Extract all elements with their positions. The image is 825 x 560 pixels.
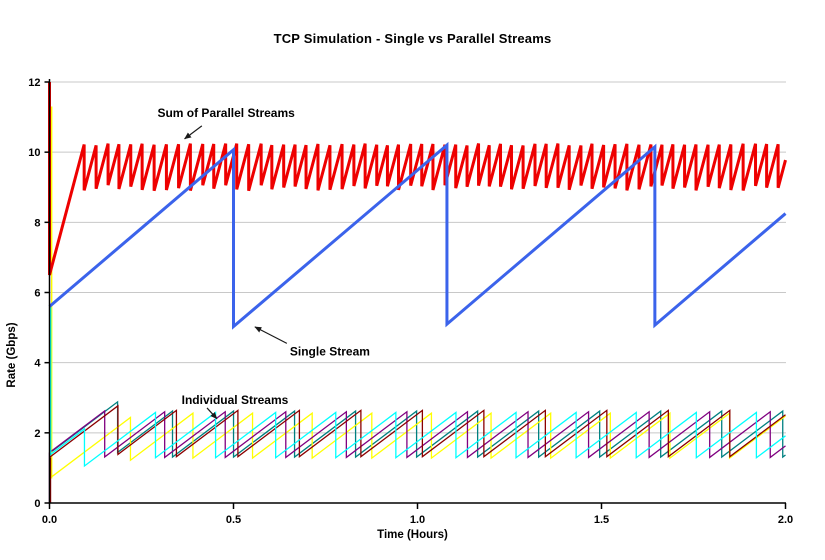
chart-title: TCP Simulation - Single vs Parallel Stre…	[273, 31, 552, 46]
series-individual-stream-4	[49, 404, 786, 458]
series-individual-stream-1	[49, 400, 786, 459]
series-individual-stream-3	[49, 409, 786, 459]
x-tick-label-0.5: 0.5	[226, 514, 241, 526]
y-tick-label-0: 0	[34, 498, 40, 510]
annotation-arrow-sum-of-parallel-streams	[184, 125, 203, 140]
y-tick-label-10: 10	[28, 147, 40, 159]
annotation-label-individual-streams: Individual Streams	[182, 393, 289, 407]
y-tick-label-2: 2	[34, 428, 40, 440]
y-tick-label-4: 4	[34, 358, 41, 370]
series-sum-of-parallel-streams	[48, 82, 787, 276]
annotation-label-single-stream: Single Stream	[290, 345, 370, 359]
annotation-arrow-single-stream	[254, 326, 288, 344]
grid-lines	[49, 81, 786, 434]
x-tick-label-0.0: 0.0	[42, 514, 57, 526]
x-tick-label-1.0: 1.0	[410, 514, 425, 526]
series-individual-stream-5	[49, 411, 786, 468]
annotation-single-stream: Single Stream	[254, 326, 370, 359]
series-single-stream	[48, 141, 787, 330]
series-individual-stream-2	[49, 411, 786, 479]
y-tick-label-6: 6	[34, 288, 40, 300]
annotation-label-sum-of-parallel-streams: Sum of Parallel Streams	[157, 106, 295, 120]
x-axis-title: Time (Hours)	[377, 529, 448, 541]
y-tick-label-12: 12	[28, 77, 40, 89]
x-tick-label-2.0: 2.0	[778, 514, 793, 526]
x-tick-label-1.5: 1.5	[594, 514, 609, 526]
annotation-sum-of-parallel-streams: Sum of Parallel Streams	[157, 106, 295, 140]
annotation-arrow-individual-streams	[206, 407, 218, 420]
annotation-individual-streams: Individual Streams	[182, 393, 289, 420]
y-tick-label-8: 8	[34, 217, 40, 229]
axes: 0 2 4 6 8 10 12 0.0 0.5 1.0 1.5 2.0	[28, 77, 793, 526]
